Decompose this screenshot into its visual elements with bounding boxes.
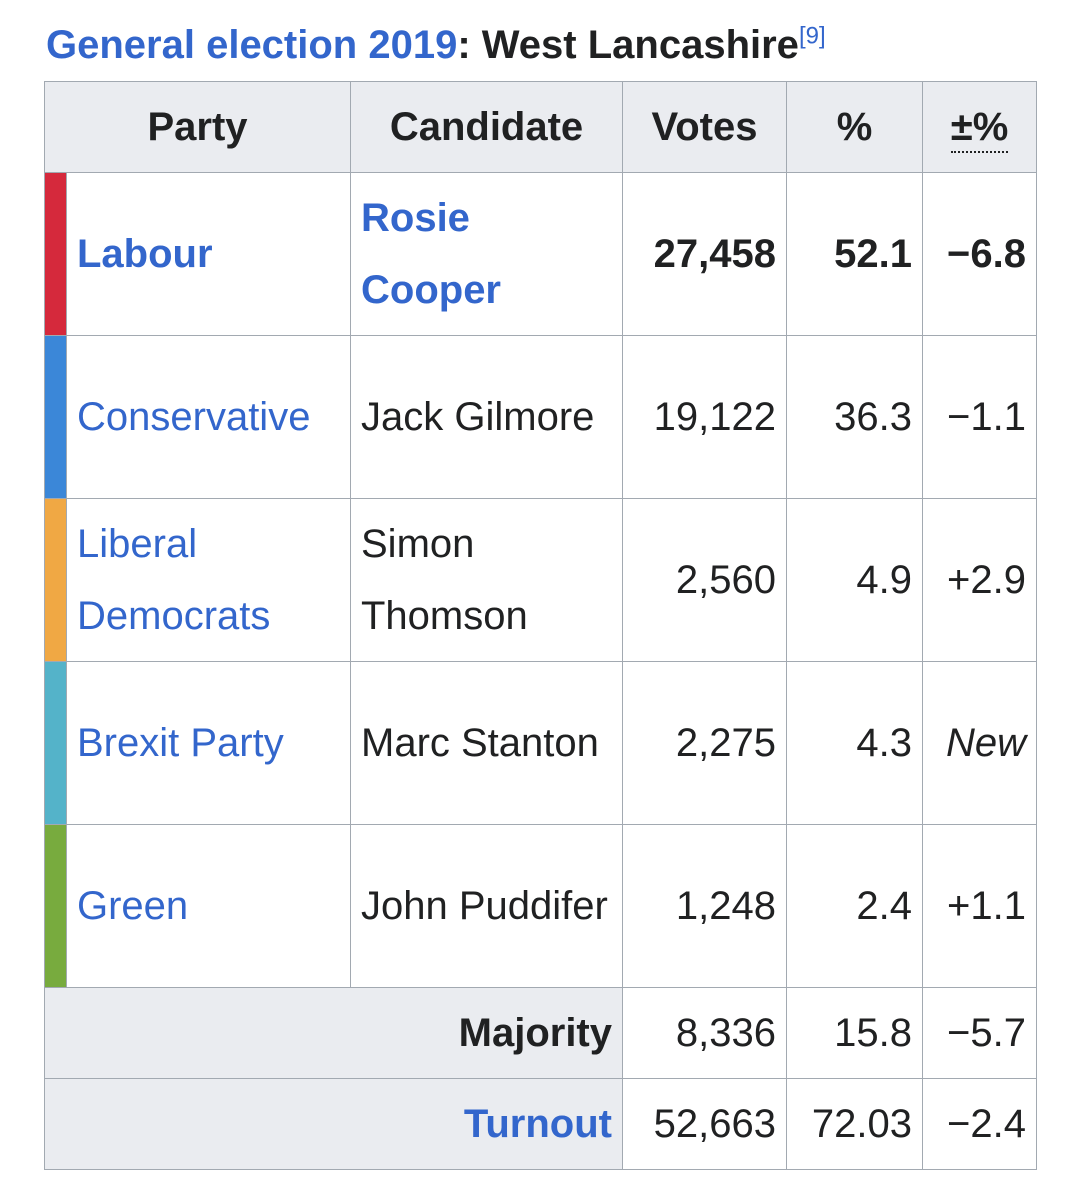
reference-link[interactable]: [9]: [798, 22, 826, 50]
candidate-cell: Simon Thomson: [350, 498, 623, 662]
majority-row: Majority 8,336 15.8 −5.7: [44, 987, 1037, 1079]
majority-votes: 8,336: [622, 987, 787, 1079]
party-link[interactable]: Conservative: [77, 395, 311, 439]
party-link[interactable]: Liberal Democrats: [77, 522, 271, 638]
percent-cell: 2.4: [786, 824, 923, 988]
table-row: Liberal Democrats Simon Thomson 2,560 4.…: [44, 498, 1037, 662]
candidate-header: Candidate: [350, 81, 623, 173]
percent-cell: 4.9: [786, 498, 923, 662]
votes-cell: 2,560: [622, 498, 787, 662]
election-link[interactable]: General election 2019: [46, 23, 458, 67]
turnout-link[interactable]: Turnout: [463, 1101, 612, 1146]
candidate-link[interactable]: Rosie Cooper: [361, 196, 501, 312]
votes-cell: 19,122: [622, 335, 787, 499]
turnout-row: Turnout 52,663 72.03 −2.4: [44, 1078, 1037, 1170]
table-caption: General election 2019: West Lancashire[9…: [46, 18, 826, 72]
party-cell: Liberal Democrats: [66, 498, 351, 662]
party-link[interactable]: Brexit Party: [77, 721, 284, 765]
candidate-cell: Rosie Cooper: [350, 172, 623, 336]
change-cell: New: [922, 661, 1037, 825]
results-table: Party Candidate Votes % ±% Labour Rosie …: [44, 81, 1037, 1170]
candidate-cell: Jack Gilmore: [350, 335, 623, 499]
votes-cell: 2,275: [622, 661, 787, 825]
party-color-bar: [44, 335, 67, 499]
party-header: Party: [44, 81, 351, 173]
constituency-name: : West Lancashire: [457, 23, 799, 67]
change-cell: −1.1: [922, 335, 1037, 499]
party-cell: Green: [66, 824, 351, 988]
party-link[interactable]: Labour: [77, 232, 213, 276]
table-row: Brexit Party Marc Stanton 2,275 4.3 New: [44, 661, 1037, 825]
change-cell: −6.8: [922, 172, 1037, 336]
party-color-bar: [44, 824, 67, 988]
turnout-change: −2.4: [922, 1078, 1037, 1170]
change-cell: +2.9: [922, 498, 1037, 662]
turnout-label-cell: Turnout: [44, 1078, 623, 1170]
change-header: ±%: [922, 81, 1037, 173]
majority-label: Majority: [44, 987, 623, 1079]
candidate-cell: John Puddifer: [350, 824, 623, 988]
majority-percent: 15.8: [786, 987, 923, 1079]
party-cell: Labour: [66, 172, 351, 336]
party-color-bar: [44, 498, 67, 662]
candidate-cell: Marc Stanton: [350, 661, 623, 825]
party-color-bar: [44, 661, 67, 825]
change-cell: +1.1: [922, 824, 1037, 988]
party-color-bar: [44, 172, 67, 336]
table-row: Green John Puddifer 1,248 2.4 +1.1: [44, 824, 1037, 988]
votes-header: Votes: [622, 81, 787, 173]
majority-change: −5.7: [922, 987, 1037, 1079]
votes-cell: 27,458: [622, 172, 787, 336]
percent-cell: 4.3: [786, 661, 923, 825]
header-row: Party Candidate Votes % ±%: [44, 81, 1037, 173]
party-cell: Conservative: [66, 335, 351, 499]
percent-header: %: [786, 81, 923, 173]
party-link[interactable]: Green: [77, 884, 189, 928]
turnout-percent: 72.03: [786, 1078, 923, 1170]
table-row: Labour Rosie Cooper 27,458 52.1 −6.8: [44, 172, 1037, 336]
table-row: Conservative Jack Gilmore 19,122 36.3 −1…: [44, 335, 1037, 499]
percent-cell: 36.3: [786, 335, 923, 499]
party-cell: Brexit Party: [66, 661, 351, 825]
votes-cell: 1,248: [622, 824, 787, 988]
percent-cell: 52.1: [786, 172, 923, 336]
turnout-votes: 52,663: [622, 1078, 787, 1170]
change-abbr[interactable]: ±%: [950, 104, 1009, 153]
